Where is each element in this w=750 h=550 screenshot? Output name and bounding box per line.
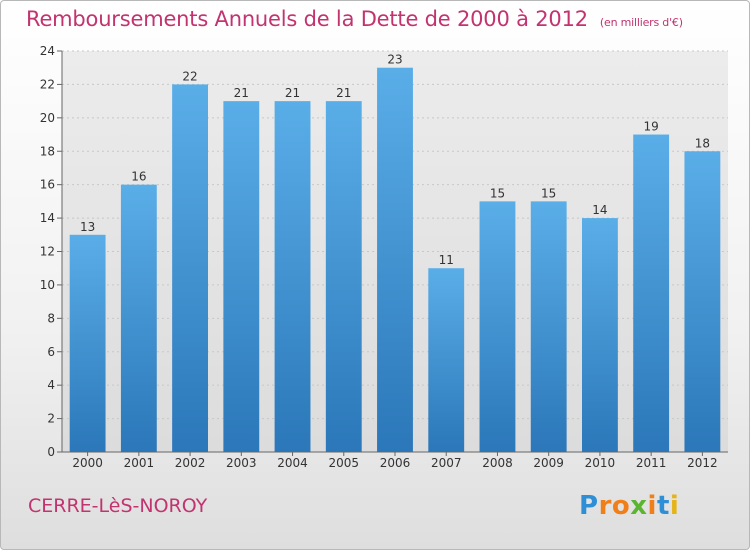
data-label: 15 (541, 186, 556, 200)
bar (172, 84, 209, 453)
logo-letter: i (669, 491, 680, 521)
bar (633, 134, 670, 452)
y-tick-label: 8 (47, 311, 55, 325)
y-tick-label: 10 (40, 278, 55, 292)
y-tick-label: 4 (47, 378, 55, 392)
x-tick-label: 2005 (328, 456, 359, 470)
x-tick-label: 2007 (431, 456, 462, 470)
chart-subtitle: (en milliers d'€) (599, 16, 683, 29)
chart-title: Remboursements Annuels de la Dette de 20… (26, 7, 683, 31)
x-tick-label: 2010 (585, 456, 616, 470)
logo-letter: x (630, 491, 648, 521)
logo-letter: r (598, 491, 612, 521)
bar (428, 268, 465, 452)
data-label: 19 (644, 120, 659, 134)
data-label: 18 (695, 136, 710, 150)
x-tick-label: 2006 (380, 456, 411, 470)
x-tick-label: 2003 (226, 456, 257, 470)
data-label: 22 (182, 69, 197, 83)
y-tick-label: 0 (47, 445, 55, 459)
y-tick-label: 6 (47, 345, 55, 359)
bar (377, 67, 413, 452)
y-tick-label: 22 (40, 77, 55, 91)
bar (274, 101, 311, 452)
y-tick-label: 14 (40, 211, 55, 225)
bar (223, 101, 260, 452)
data-label: 23 (387, 53, 402, 67)
proxiti-logo: Proxiti (579, 491, 679, 521)
data-label: 16 (131, 170, 146, 184)
logo-letter: o (611, 491, 631, 521)
bar (325, 101, 362, 452)
data-label: 15 (490, 186, 505, 200)
logo-letter: t (656, 491, 670, 521)
bar (120, 184, 157, 452)
y-tick-label: 16 (40, 178, 55, 192)
y-tick-label: 20 (40, 111, 55, 125)
bar (69, 234, 106, 452)
x-tick-label: 2000 (72, 456, 103, 470)
data-label: 11 (439, 253, 454, 267)
x-tick-label: 2001 (124, 456, 155, 470)
y-tick-label: 2 (47, 412, 55, 426)
data-label: 21 (285, 86, 300, 100)
data-label: 21 (336, 86, 351, 100)
x-tick-label: 2002 (175, 456, 206, 470)
bar (684, 151, 721, 452)
x-tick-label: 2004 (277, 456, 308, 470)
x-tick-label: 2009 (533, 456, 564, 470)
logo-letter: i (647, 491, 657, 521)
data-label: 14 (592, 203, 607, 217)
y-tick-label: 12 (40, 245, 55, 259)
data-label: 21 (234, 86, 249, 100)
x-tick-label: 2011 (636, 456, 667, 470)
x-tick-label: 2008 (482, 456, 513, 470)
x-tick-label: 2012 (687, 456, 718, 470)
bar (530, 201, 567, 452)
data-label: 13 (80, 220, 95, 234)
bar (479, 201, 516, 452)
location-name: CERRE-LèS-NOROY (28, 495, 208, 517)
y-tick-label: 18 (40, 144, 55, 158)
y-tick-label: 24 (40, 44, 55, 58)
logo-letter: P (579, 491, 599, 521)
bar (581, 218, 618, 452)
